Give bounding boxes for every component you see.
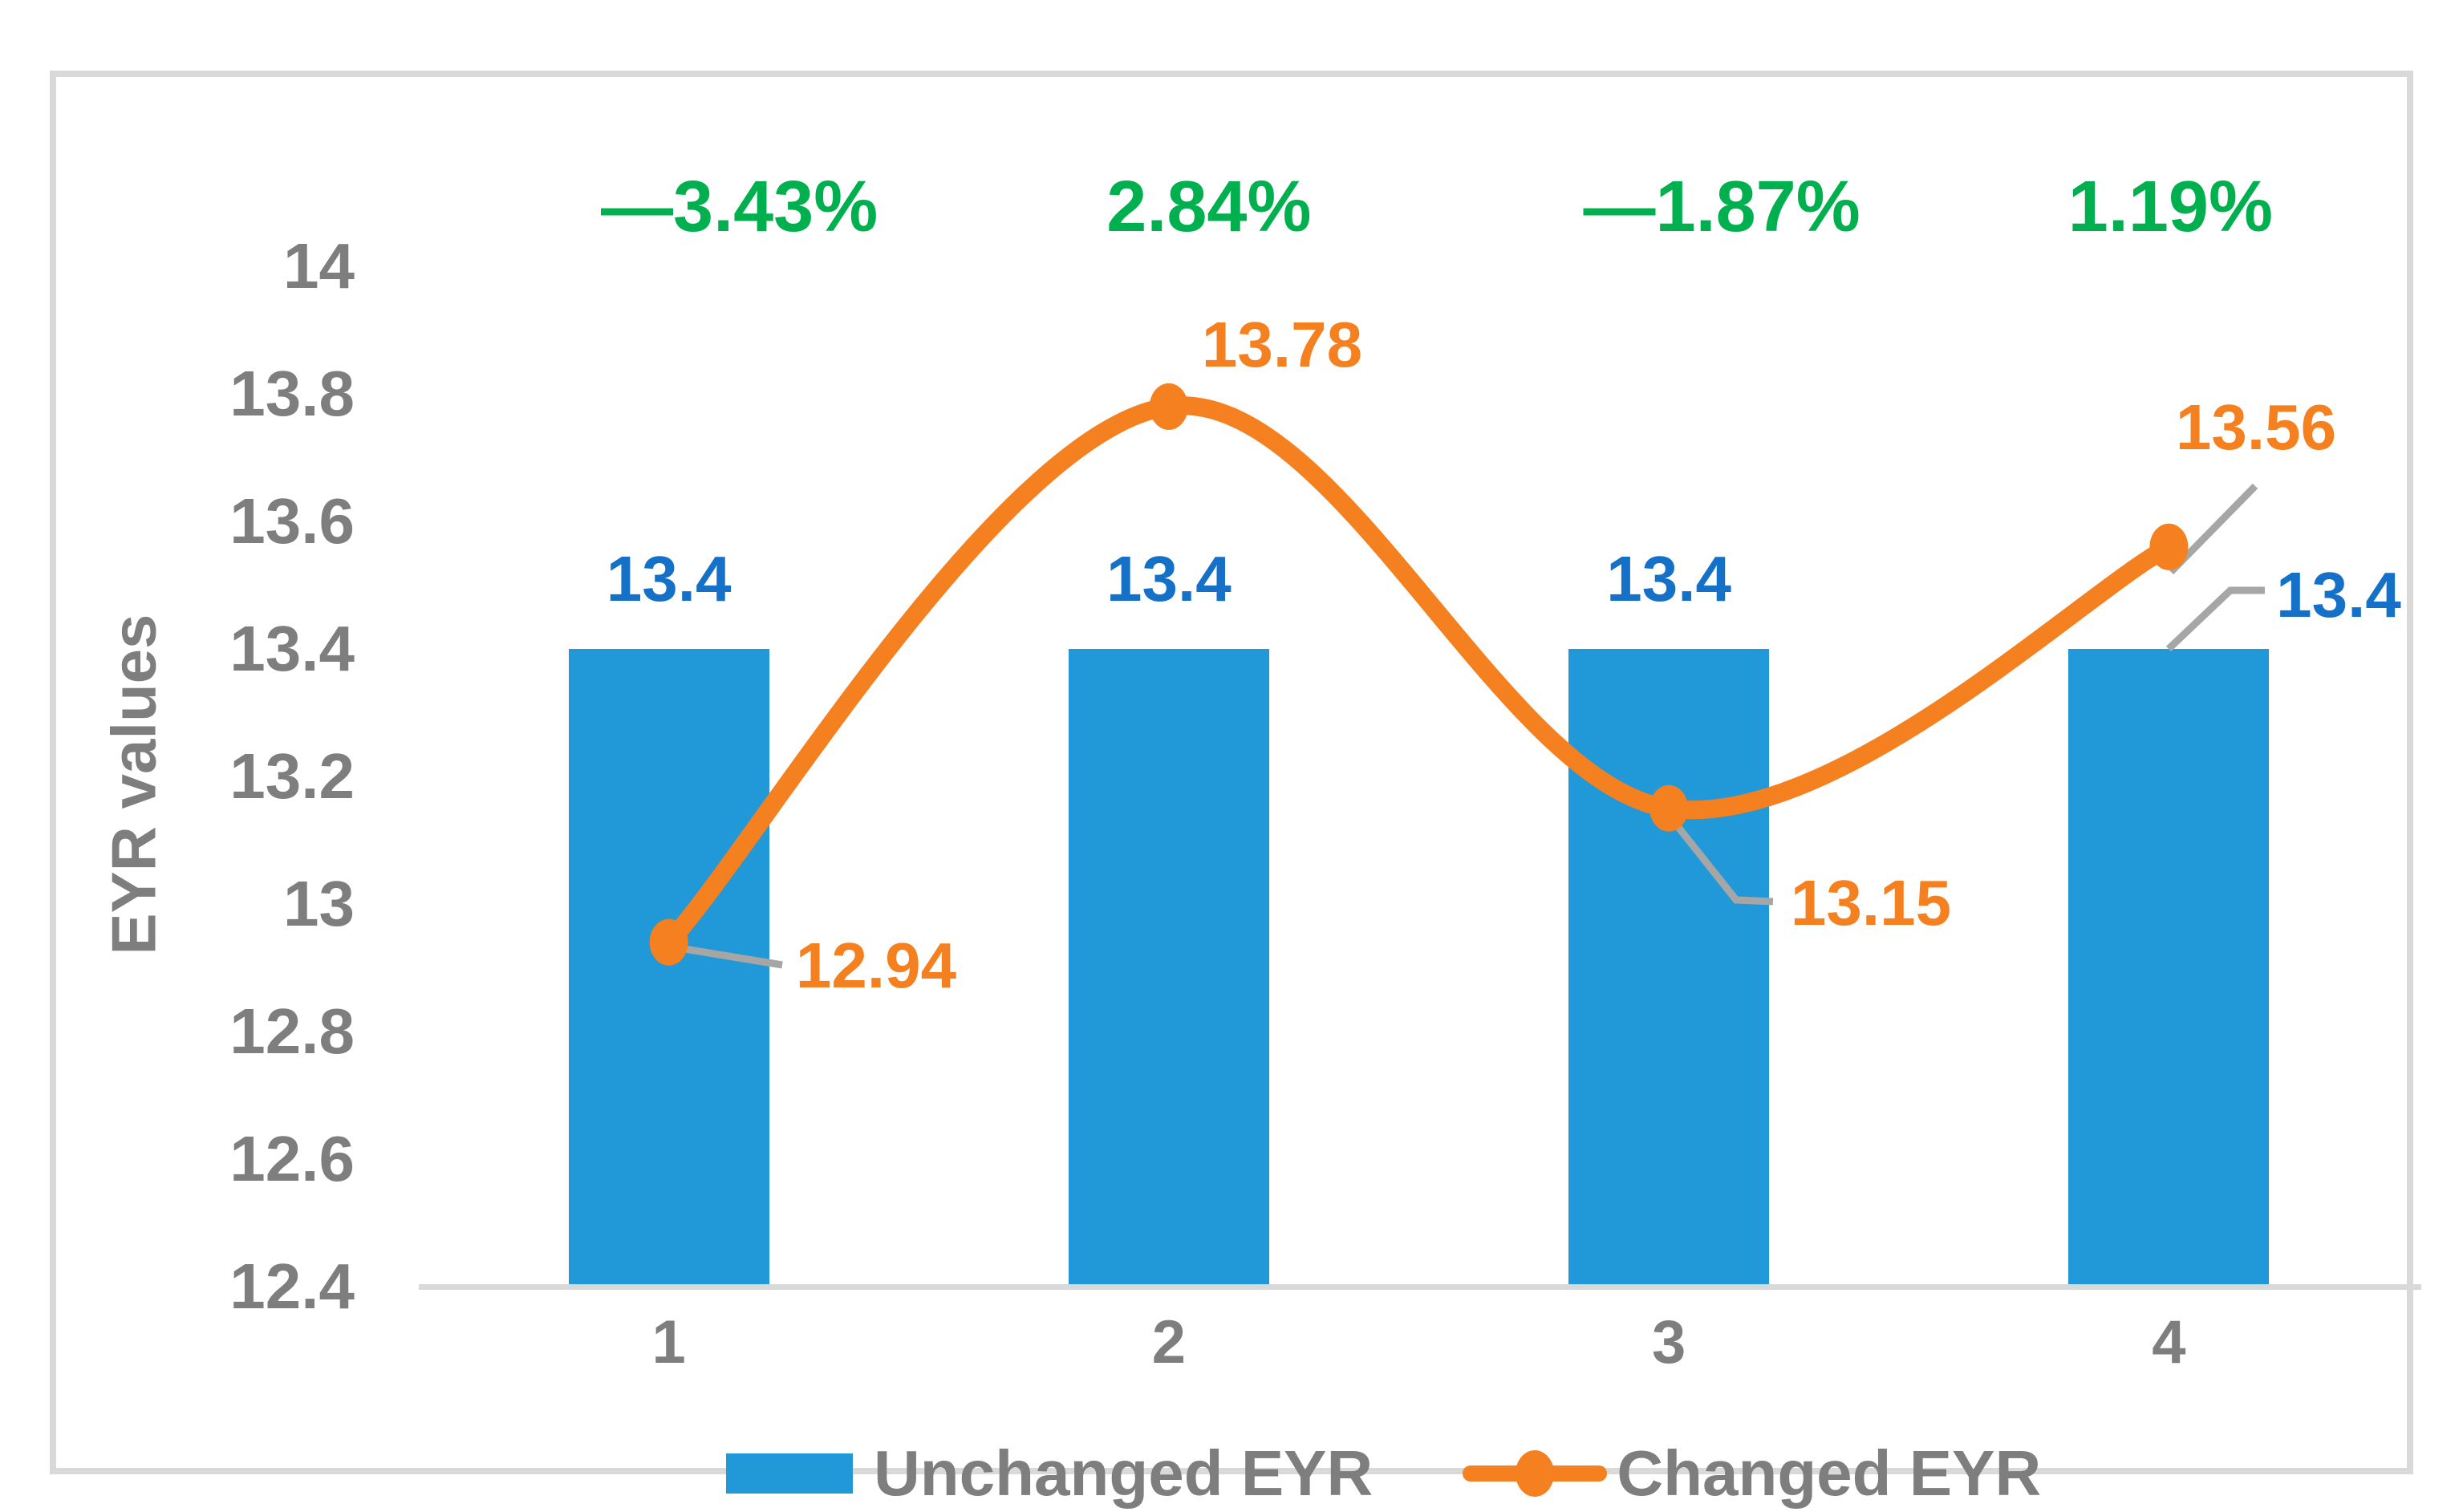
legend-bar-swatch: [726, 1453, 853, 1494]
x-category-label: 3: [1651, 1308, 1686, 1376]
bar-value-label: 13.4: [606, 543, 732, 614]
legend-label-unchanged-eyr: Unchanged EYR: [874, 1437, 1374, 1509]
line-marker-icon: [2149, 523, 2189, 570]
y-tick-label: 14: [283, 230, 355, 302]
bar-unchanged-eyr: [2068, 649, 2270, 1287]
y-tick-label: 13.6: [229, 485, 355, 557]
bar-unchanged-eyr: [568, 649, 769, 1287]
y-tick-label: 12.4: [229, 1251, 355, 1322]
y-tick-label: 13.2: [229, 740, 355, 812]
y-tick-label: 13.4: [229, 613, 355, 684]
y-tick-label: 12.6: [229, 1123, 355, 1194]
line-point-value-label: 12.94: [795, 930, 957, 1001]
line-point-value-label: 13.78: [1201, 309, 1363, 380]
x-category-label: 4: [2152, 1308, 2186, 1376]
bar-unchanged-eyr: [1568, 649, 1770, 1287]
x-axis-line: [419, 1284, 2421, 1290]
legend-line-marker-icon: [1516, 1450, 1555, 1497]
percent-change-label: —3.43%: [601, 167, 878, 247]
chart-frame: EYR values 14 13.8 13.6 13.4 13.2 13 12.8 12.6 1…: [50, 71, 2421, 1506]
line-point-value-label: 13.15: [1790, 867, 1952, 938]
label-leader-line: [2165, 586, 2265, 652]
y-tick-label: 13.8: [229, 358, 355, 429]
bar-unchanged-eyr: [1068, 649, 1269, 1287]
y-tick-label: 13: [283, 868, 355, 939]
legend-label-changed-eyr: Changed EYR: [1617, 1437, 2042, 1509]
legend: Unchanged EYR Changed EYR: [726, 1433, 2041, 1512]
x-category-label: 2: [1151, 1308, 1187, 1376]
bar-value-label: 13.4: [1606, 543, 1731, 614]
line-marker-icon: [1149, 383, 1188, 430]
bar-value-label: 13.4: [2276, 559, 2401, 630]
label-leader-line: [2168, 483, 2258, 575]
legend-line-swatch: [1463, 1445, 1608, 1502]
changed-eyr-line: [659, 396, 2178, 952]
line-point-value-label: 13.56: [2175, 391, 2337, 463]
x-category-label: 1: [651, 1308, 686, 1376]
percent-change-label: 1.19%: [2067, 167, 2273, 247]
percent-change-label: —1.87%: [1583, 167, 1860, 247]
bar-value-label: 13.4: [1106, 543, 1232, 614]
percent-change-label: 2.84%: [1106, 167, 1312, 247]
y-tick-label: 12.8: [229, 995, 355, 1067]
